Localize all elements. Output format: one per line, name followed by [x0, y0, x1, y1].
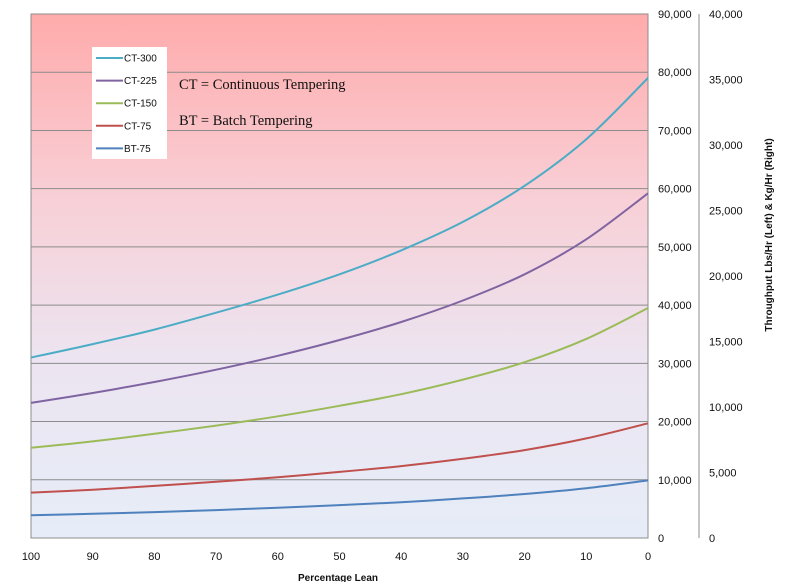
x-tick-label: 40	[395, 551, 407, 563]
right-tick-label: 40,000	[709, 9, 743, 21]
legend-items: CT-300 CT-225 CT-150 CT-75 BT-75	[96, 54, 157, 155]
x-tick-label: 80	[148, 551, 160, 563]
x-tick-label: 10	[580, 551, 592, 563]
legend: CT-300 CT-225 CT-150 CT-75 BT-75	[92, 47, 167, 159]
right-tick-label: 30,000	[709, 140, 743, 152]
gridlines	[31, 71, 648, 481]
left-tick-label: 10,000	[658, 475, 692, 487]
left-tick-label: 90,000	[658, 9, 692, 21]
x-tick-label: 30	[457, 551, 469, 563]
left-tick-label: 60,000	[658, 184, 692, 196]
left-tick-label: 30,000	[658, 358, 692, 370]
x-axis-title: Percentage Lean	[298, 573, 378, 582]
right-tick-label: 0	[709, 533, 715, 545]
x-axis-ticks: 100 90 80 70 60 50 40 30 20 10 0	[22, 551, 651, 563]
left-tick-label: 0	[658, 533, 664, 545]
x-tick-label: 90	[87, 551, 99, 563]
legend-label-ct-75: CT-75	[124, 121, 152, 132]
right-tick-label: 25,000	[709, 206, 743, 218]
x-tick-label: 0	[645, 551, 651, 563]
legend-label-ct-225: CT-225	[124, 76, 157, 87]
right-tick-label: 15,000	[709, 337, 743, 349]
series-line-bt-75	[30, 479, 649, 517]
series-line-ct-150	[30, 307, 649, 449]
left-tick-label: 50,000	[658, 242, 692, 254]
left-tick-label: 70,000	[658, 125, 692, 137]
left-axis-ticks: 0 10,000 20,000 30,000 40,000 50,000 60,000 70,…	[658, 9, 692, 545]
series-lines	[30, 77, 649, 517]
x-tick-label: 70	[210, 551, 222, 563]
left-tick-label: 20,000	[658, 417, 692, 429]
legend-label-ct-300: CT-300	[124, 54, 157, 65]
right-tick-label: 10,000	[709, 402, 743, 414]
series-line-ct-225	[30, 192, 649, 404]
right-tick-label: 5,000	[709, 468, 737, 480]
series-line-ct-300	[30, 77, 649, 359]
right-tick-label: 20,000	[709, 271, 743, 283]
series-line-ct-75	[30, 422, 649, 494]
left-tick-label: 40,000	[658, 300, 692, 312]
legend-label-ct-150: CT-150	[124, 99, 157, 110]
right-axis-ticks: 0 5,000 10,000 15,000 20,000 25,000 30,000 35,0…	[709, 9, 743, 545]
x-tick-label: 20	[518, 551, 530, 563]
left-tick-label: 80,000	[658, 67, 692, 79]
x-tick-label: 100	[22, 551, 40, 563]
annotation-continuous-tempering: CT = Continuous Tempering	[179, 77, 346, 93]
x-tick-label: 60	[272, 551, 284, 563]
legend-label-bt-75: BT-75	[124, 144, 151, 155]
right-axis-title: Throughput Lbs/Hr (Left) & Kg/Hr (Right)	[764, 138, 775, 331]
x-tick-label: 50	[333, 551, 345, 563]
right-tick-label: 35,000	[709, 75, 743, 87]
annotation-batch-tempering: BT = Batch Tempering	[179, 113, 312, 129]
